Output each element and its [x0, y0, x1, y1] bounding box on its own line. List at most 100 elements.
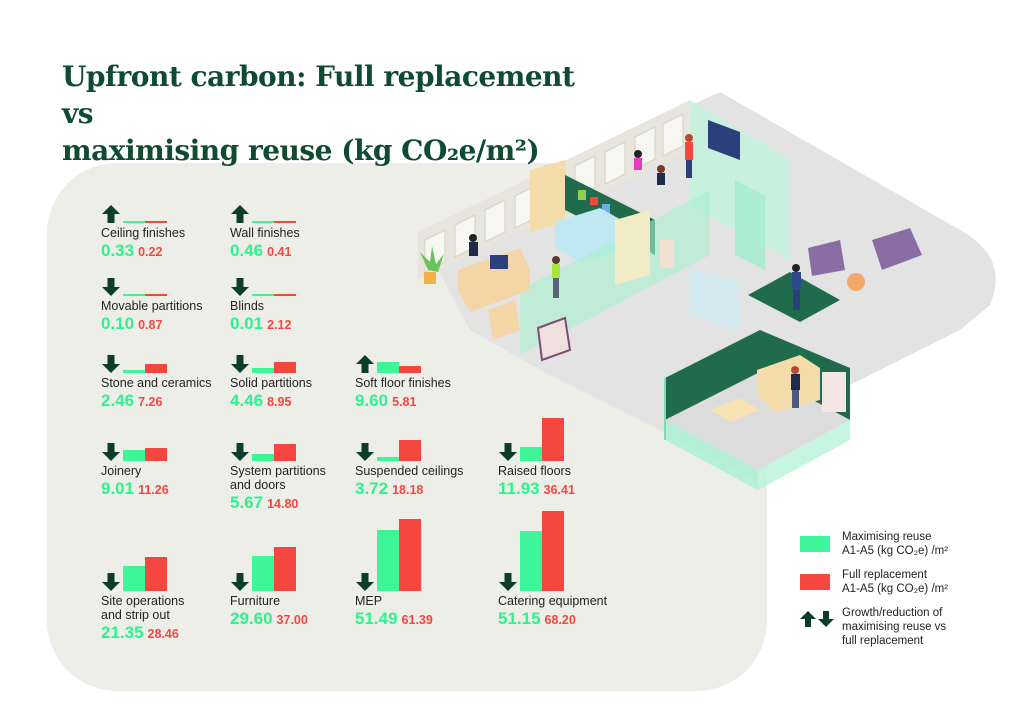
legend-arrows-icon [800, 611, 834, 627]
page-title: Upfront carbon: Full replacement vs maxi… [62, 58, 582, 169]
bar-full-replacement [145, 294, 167, 296]
picture-frame [602, 204, 610, 214]
category-label-line: Joinery [101, 464, 142, 478]
value-labels: 5.67 14.80 [230, 493, 298, 513]
value-labels: 11.93 36.41 [498, 479, 575, 499]
coffee-table [847, 273, 865, 291]
bar-maximising-reuse [377, 361, 399, 373]
water-cooler [660, 240, 674, 268]
value-full-replacement: 37.00 [276, 613, 308, 627]
bar-full-replacement [145, 557, 167, 591]
value-labels: 2.46 7.26 [101, 391, 162, 411]
value-labels: 4.46 8.95 [230, 391, 291, 411]
value-maximising-reuse: 2.46 [101, 391, 135, 410]
value-maximising-reuse: 3.72 [355, 479, 389, 498]
legend-arrow-line-3: full replacement [842, 635, 924, 647]
value-maximising-reuse: 0.33 [101, 241, 135, 260]
bar-full-replacement [542, 418, 564, 461]
legend-swatch-full [800, 574, 830, 590]
category-label-line: Raised floors [498, 464, 571, 478]
bar-full-replacement [274, 547, 296, 591]
legend-label-full: Full replacement A1-A5 (kg CO₂e) /m² [842, 568, 948, 596]
value-maximising-reuse: 51.15 [498, 609, 541, 628]
bar-full-replacement [274, 221, 296, 223]
value-full-replacement: 68.20 [544, 613, 576, 627]
arrow-down-icon [356, 443, 374, 461]
value-full-replacement: 2.12 [267, 318, 292, 332]
category-label: Furniture [230, 594, 280, 608]
value-maximising-reuse: 0.46 [230, 241, 264, 260]
category-label-line: Suspended ceilings [355, 464, 464, 478]
category-label: Suspended ceilings [355, 464, 463, 478]
value-full-replacement: 0.87 [138, 318, 163, 332]
arrow-down-icon [102, 355, 120, 373]
category-label-line: Stone and ceramics [101, 376, 212, 390]
category-label-line: MEP [355, 594, 383, 608]
arrow-up-icon [800, 611, 816, 627]
kitchen-glass-front [665, 420, 758, 490]
arrow-up-icon [231, 205, 249, 223]
category-label-line: Solid partitions [230, 376, 312, 390]
value-full-replacement: 28.46 [147, 627, 179, 641]
category-label-line: Catering equipment [498, 594, 608, 608]
value-maximising-reuse: 21.35 [101, 623, 144, 642]
arrow-down-icon [356, 573, 374, 591]
filing-cabinet [690, 268, 740, 330]
arrow-up-icon [102, 205, 120, 223]
category-label: MEP [355, 594, 382, 608]
arrow-down-icon [102, 573, 120, 591]
category-label: Wall finishes [230, 226, 300, 240]
plant-pot [424, 272, 436, 284]
value-maximising-reuse: 5.67 [230, 493, 264, 512]
value-labels: 0.46 0.41 [230, 241, 291, 261]
kitchen-fridge [822, 372, 846, 412]
bar-maximising-reuse [252, 294, 274, 296]
monitor [490, 255, 508, 269]
legend-reuse-line-1: Maximising reuse [842, 531, 932, 543]
category-label-line: Wall finishes [230, 226, 300, 240]
bar-full-replacement [274, 362, 296, 373]
bar-maximising-reuse [252, 367, 274, 373]
bar-maximising-reuse [123, 450, 145, 461]
legend-arrow-line-2: maximising reuse vs [842, 621, 947, 633]
arrow-down-icon [231, 573, 249, 591]
category-label-line: Movable partitions [101, 299, 203, 313]
value-labels: 0.01 2.12 [230, 314, 291, 334]
glass-door [735, 180, 765, 270]
arrow-down-icon [231, 443, 249, 461]
value-maximising-reuse: 29.60 [230, 609, 273, 628]
bar-full-replacement [145, 364, 167, 373]
arrow-down-icon [231, 278, 249, 296]
bar-full-replacement [145, 447, 167, 461]
value-full-replacement: 7.26 [138, 395, 163, 409]
value-maximising-reuse: 9.01 [101, 479, 135, 498]
bar-maximising-reuse [252, 221, 274, 223]
arrow-down-icon [102, 443, 120, 461]
bar-maximising-reuse [377, 456, 399, 461]
bookshelf [530, 160, 565, 232]
category-label-line: Furniture [230, 594, 281, 608]
bar-maximising-reuse [520, 446, 542, 461]
category-label: Ceiling finishes [101, 226, 185, 240]
category-label-line: Site operations [101, 594, 185, 608]
bar-full-replacement [274, 443, 296, 461]
bar-maximising-reuse [123, 565, 145, 591]
legend-reuse-line-2: A1-A5 (kg CO₂e) /m² [842, 545, 949, 557]
value-maximising-reuse: 51.49 [355, 609, 398, 628]
desk [458, 248, 530, 312]
bar-maximising-reuse [377, 530, 399, 591]
arrow-down-icon [102, 278, 120, 296]
value-labels: 0.33 0.22 [101, 241, 162, 261]
bar-maximising-reuse [123, 221, 145, 223]
cabinet [615, 210, 650, 285]
bar-full-replacement [145, 221, 167, 223]
bar-full-replacement [399, 366, 421, 373]
blackboard [708, 120, 740, 160]
legend-arrow-line-1: Growth/reduction of [842, 607, 943, 619]
people [469, 134, 801, 408]
bar-maximising-reuse [123, 370, 145, 373]
legend-label-reuse: Maximising reuse A1-A5 (kg CO₂e) /m² [842, 530, 948, 558]
category-label-line: System partitions [230, 464, 326, 478]
value-labels: 29.60 37.00 [230, 609, 308, 629]
